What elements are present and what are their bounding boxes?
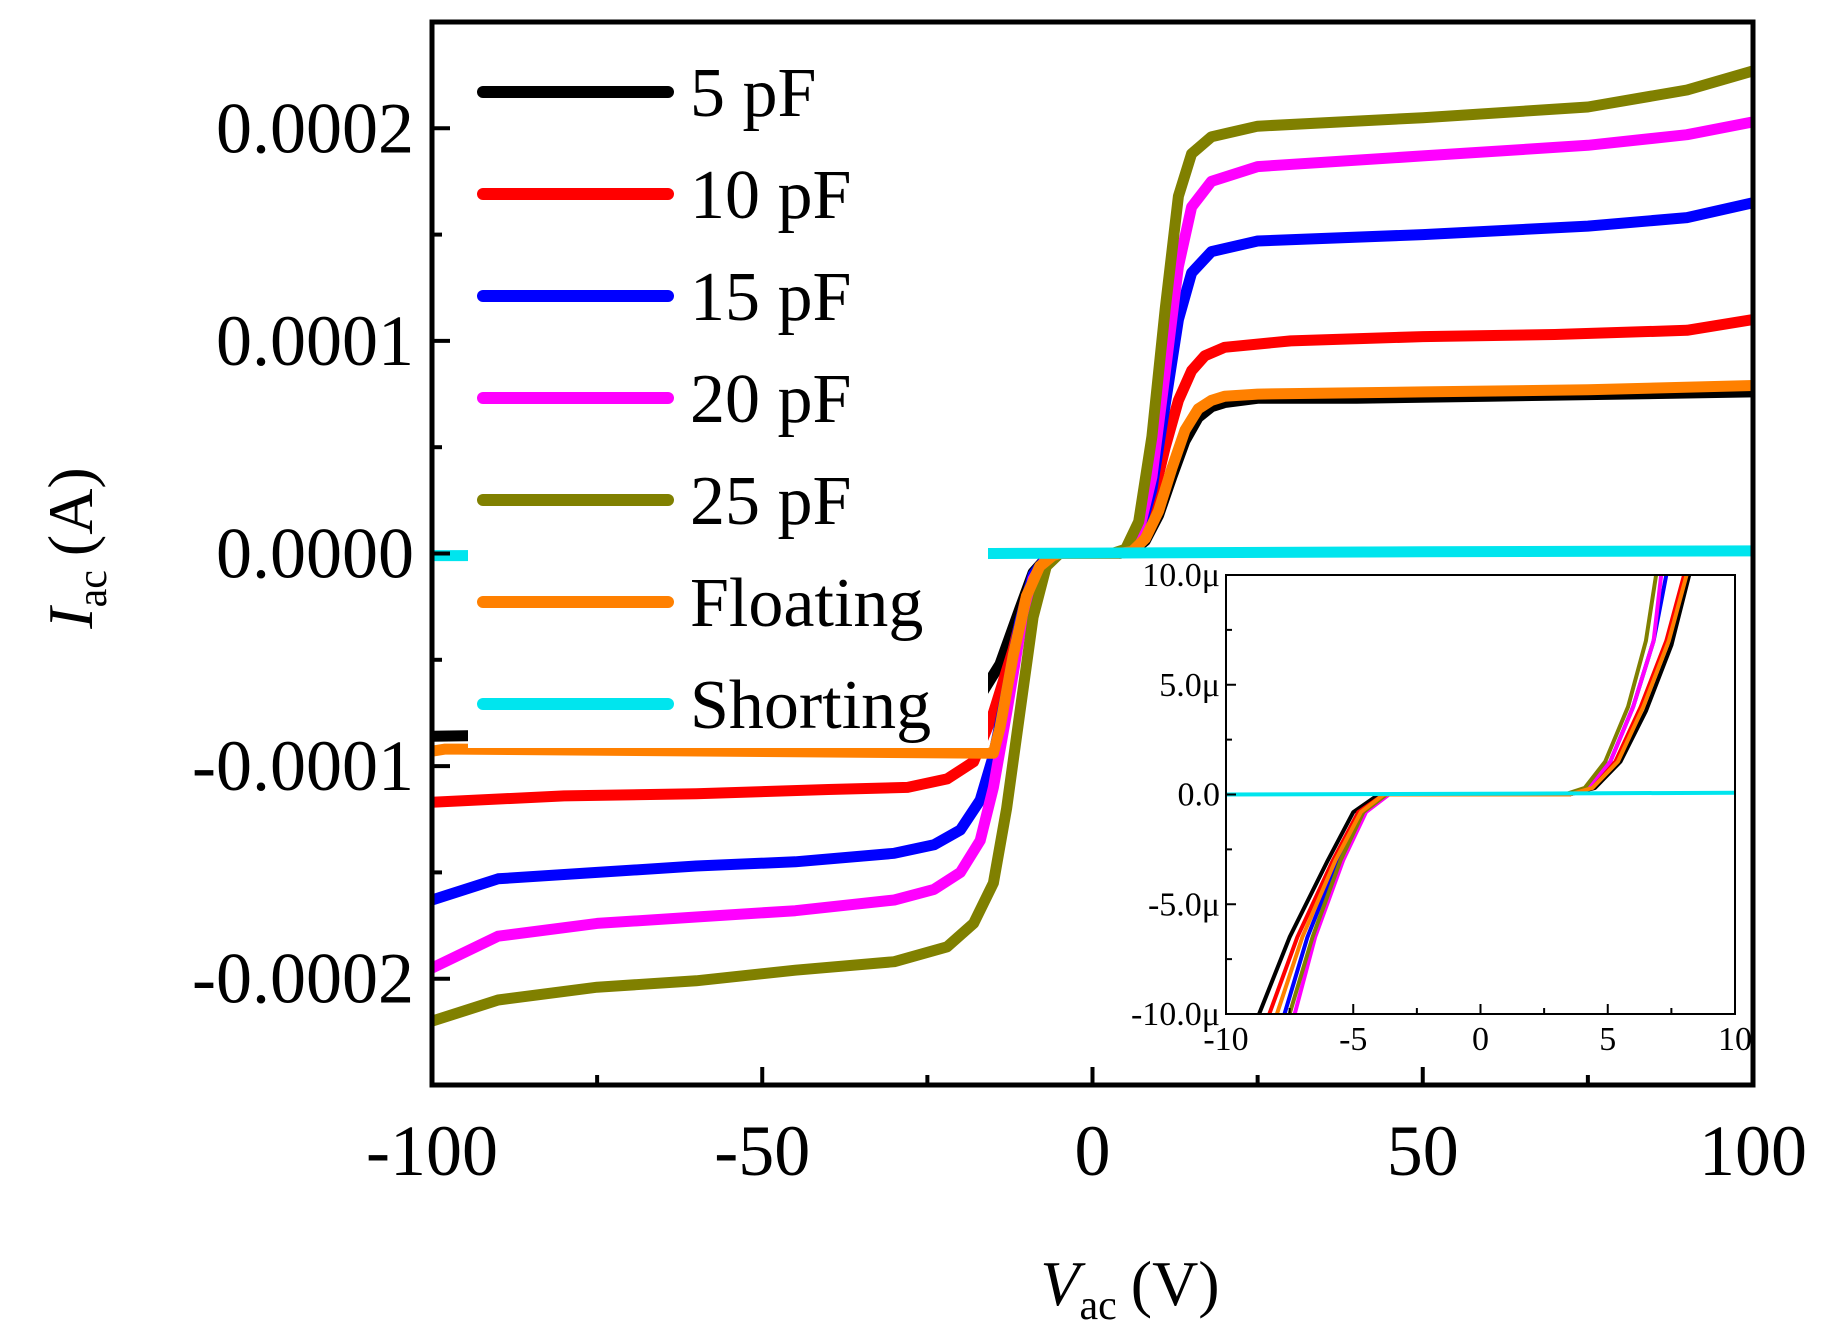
- inset-series-line-shorting: [1226, 790, 1735, 797]
- inset-y-tick-label: 5.0μ: [1159, 667, 1220, 704]
- inset-series-layer: [1226, 575, 1735, 1014]
- legend-label-25-pf: 25 pF: [690, 463, 851, 540]
- x-axis-title: Vac (V): [1040, 1248, 1219, 1329]
- legend-label-20-pf: 20 pF: [690, 361, 851, 438]
- x-tick-label: 100: [1699, 1111, 1807, 1191]
- main-tick-layer: -100 -50 0 50 100-0.0002-0.00010.00000.00010…: [192, 88, 1807, 1191]
- inset-x-tick-label: 10: [1718, 1021, 1752, 1058]
- inset-y-tick-label: -5.0μ: [1148, 886, 1220, 923]
- y-axis-subscript: ac: [70, 570, 116, 607]
- inset-x-tick-label: 0: [1472, 1021, 1489, 1058]
- x-axis-subscript: ac: [1079, 1283, 1116, 1329]
- y-axis-symbol: I: [35, 605, 106, 630]
- x-tick-label: -100: [366, 1111, 498, 1191]
- legend-label-10-pf: 10 pF: [690, 157, 851, 234]
- series-line-shorting: [432, 545, 1753, 562]
- main-series-layer: [432, 65, 1753, 1027]
- inset-tick-layer: -10 -5 0 5 10 -10.0μ -5.0μ 0.0 5.0μ 10.0μ: [1131, 557, 1752, 1058]
- y-axis-title: Iac (A): [35, 467, 116, 629]
- y-axis-unit: (A): [35, 467, 106, 556]
- x-tick-label: 0: [1075, 1111, 1111, 1191]
- y-tick-label: -0.0001: [192, 726, 414, 806]
- legend: 5 pF 10 pF 15 pF 20 pF 25 pF Floating Shorting: [468, 55, 988, 748]
- legend-label-shorting: Shorting: [690, 667, 931, 744]
- legend-label-5-pf: 5 pF: [690, 55, 816, 132]
- axis-titles: Vac (V) Iac (A): [35, 467, 1220, 1329]
- y-tick-label: 0.0001: [216, 301, 414, 381]
- legend-label-floating: Floating: [690, 565, 923, 642]
- y-tick-label: -0.0002: [192, 939, 414, 1019]
- inset-x-tick-label: 5: [1599, 1021, 1616, 1058]
- inset-y-tick-label: -10.0μ: [1131, 996, 1220, 1033]
- y-tick-label: 0.0002: [216, 88, 414, 168]
- inset-x-tick-label: -5: [1339, 1021, 1367, 1058]
- inset-x-tick-label: -10: [1203, 1021, 1248, 1058]
- x-axis-symbol: V: [1040, 1248, 1086, 1319]
- x-tick-label: -50: [714, 1111, 810, 1191]
- legend-label-15-pf: 15 pF: [690, 259, 851, 336]
- x-tick-label: 50: [1387, 1111, 1459, 1191]
- inset-chart: -10 -5 0 5 10 -10.0μ -5.0μ 0.0 5.0μ 10.0μ: [1131, 557, 1752, 1058]
- y-tick-label: 0.0000: [216, 514, 414, 594]
- x-axis-unit: (V): [1131, 1248, 1220, 1319]
- inset-y-tick-label: 10.0μ: [1142, 557, 1220, 594]
- inset-y-tick-label: 0.0: [1178, 777, 1221, 814]
